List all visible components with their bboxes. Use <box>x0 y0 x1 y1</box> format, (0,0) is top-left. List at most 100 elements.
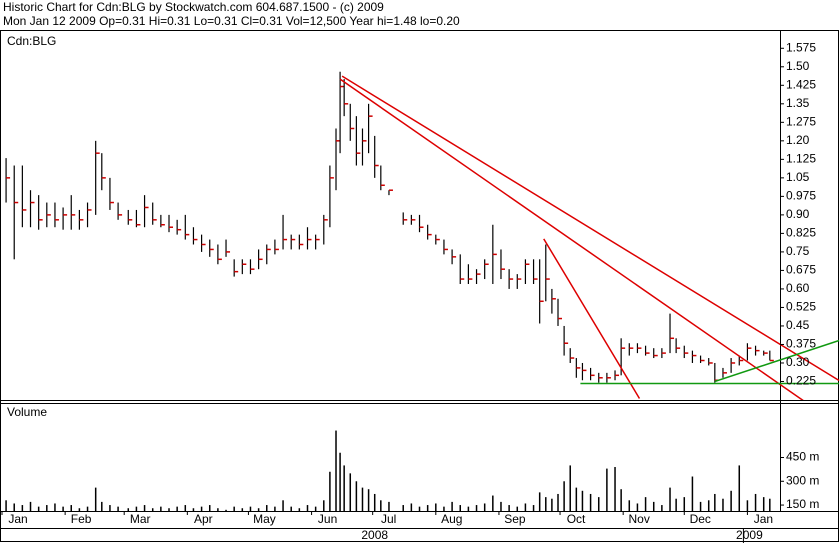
volume-bar <box>589 493 592 511</box>
frame <box>0 30 839 542</box>
volume-bar <box>135 506 138 511</box>
volume-bar <box>290 506 292 511</box>
x-tick-label: Feb <box>71 512 92 526</box>
y-tick-label: 1.20 <box>786 133 810 147</box>
y-tick-label: 0.975 <box>786 189 816 203</box>
volume-bar <box>714 493 716 511</box>
volume-bar <box>117 506 119 511</box>
volume-bar <box>402 505 404 511</box>
y-tick-label: 1.50 <box>786 59 810 73</box>
volume-bar <box>516 506 519 511</box>
x-tick-label: Aug <box>441 512 462 526</box>
y-tick-label: 0.30 <box>786 355 810 369</box>
volume-bar <box>109 505 111 511</box>
volume-bar <box>151 508 154 511</box>
volume-bar <box>373 493 376 511</box>
volume-bar <box>722 498 724 511</box>
year-label: 2009 <box>736 528 763 542</box>
volume-bar <box>762 497 765 511</box>
volume-bar <box>652 501 655 511</box>
volume-bar <box>545 497 547 511</box>
volume-bar <box>184 505 187 511</box>
volume-bar <box>86 506 89 511</box>
y-tick-label: 1.275 <box>786 114 816 128</box>
trendline <box>339 78 804 400</box>
volume-bar <box>314 506 317 511</box>
trendline <box>714 339 840 383</box>
volume-bar <box>323 500 325 511</box>
y-tick-label: 300 m <box>786 473 819 487</box>
volume-bar <box>388 501 390 511</box>
volume-bar <box>200 506 203 511</box>
x-tick-label: Nov <box>629 512 650 526</box>
volume-bar <box>746 500 749 511</box>
trendline <box>543 238 641 399</box>
volume-bar <box>597 497 600 511</box>
volume-bar <box>349 473 352 511</box>
price-panel <box>5 71 840 400</box>
volume-bar <box>730 490 732 511</box>
volume-bar <box>754 493 757 511</box>
volume-bar <box>361 487 364 511</box>
volume-bar <box>217 508 219 511</box>
volume-bar <box>644 497 647 511</box>
x-tick-label: Jan <box>754 512 773 526</box>
volume-bar <box>683 497 686 511</box>
volume-bar <box>274 506 276 511</box>
volume-bar <box>266 505 268 511</box>
volume-bar <box>249 506 252 511</box>
volume-bar <box>661 505 663 511</box>
volume-bar <box>208 505 211 511</box>
symbol-label: Cdn:BLG <box>7 34 56 48</box>
volume-bar <box>233 506 235 511</box>
y-tick-label: 0.45 <box>786 318 810 332</box>
x-tick-label: Mar <box>130 512 151 526</box>
volume-bar <box>426 505 429 511</box>
year-label: 2008 <box>361 528 388 542</box>
chart-subtitle: Mon Jan 12 2009 Op=0.31 Hi=0.31 Lo=0.31 … <box>3 14 460 28</box>
volume-bar <box>563 481 565 511</box>
volume-bar <box>29 501 32 511</box>
y-tick-label: 0.525 <box>786 300 816 314</box>
y-tick-label: 0.75 <box>786 244 810 258</box>
volume-bar <box>483 503 486 511</box>
volume-bar <box>143 505 146 511</box>
volume-bar <box>508 505 510 511</box>
x-tick-label: Dec <box>690 512 711 526</box>
volume-bar <box>257 508 260 511</box>
volume-bar <box>581 490 584 511</box>
volume-bar <box>769 498 771 511</box>
volume-bar <box>435 503 437 511</box>
volume-bar <box>707 500 710 511</box>
chart-title: Historic Chart for Cdn:BLG by Stockwatch… <box>3 0 384 14</box>
volume-bar <box>127 508 130 511</box>
volume-bar <box>160 506 162 511</box>
volume-bar <box>551 498 553 511</box>
y-tick-label: 1.05 <box>786 170 810 184</box>
y-tick-label: 0.60 <box>786 281 810 295</box>
volume-bar <box>738 465 741 511</box>
volume-bar <box>94 487 97 511</box>
volume-bar <box>557 493 559 511</box>
volume-bar <box>538 492 541 511</box>
volume-bar <box>298 508 301 511</box>
x-tick-label: Sep <box>504 512 526 526</box>
volume-bar <box>475 505 478 511</box>
volume-bar <box>78 508 81 511</box>
y-tick-label: 1.35 <box>786 96 810 110</box>
volume-bar <box>329 471 331 511</box>
volume-bar <box>380 500 382 511</box>
volume-bar <box>241 508 244 511</box>
y-tick-label: 450 m <box>786 450 819 464</box>
y-tick-label: 1.425 <box>786 77 816 91</box>
volume-bar <box>168 508 170 511</box>
x-tick-label: Jan <box>8 512 27 526</box>
volume-bar <box>467 506 470 511</box>
volume-panel <box>5 430 771 511</box>
volume-bar <box>500 501 502 511</box>
volume-bar <box>636 503 639 511</box>
volume-bar <box>569 465 571 511</box>
volume-bar <box>62 506 64 511</box>
y-tick-label: 0.375 <box>786 337 816 351</box>
